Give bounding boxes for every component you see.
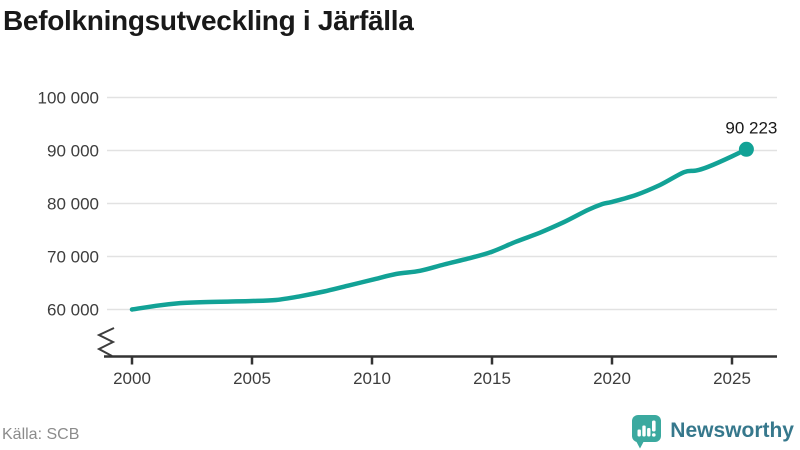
chart-title: Befolkningsutveckling i Järfälla — [3, 5, 414, 36]
y-axis-tick-label: 100 000 — [38, 89, 99, 108]
logo-exclamation-dot — [652, 433, 656, 437]
newsworthy-brand: Newsworthy — [630, 413, 794, 449]
brand-name: Newsworthy — [670, 419, 794, 442]
x-axis-tick-label: 2025 — [713, 369, 751, 388]
x-axis-tick-label: 2020 — [593, 369, 631, 388]
y-axis-tick-label: 60 000 — [47, 301, 99, 320]
logo-bar-1 — [637, 429, 642, 437]
logo-bubble-tail — [636, 441, 645, 449]
x-axis-tick-label: 2000 — [113, 369, 151, 388]
x-axis-tick-label: 2005 — [233, 369, 271, 388]
logo-bar-2 — [642, 425, 646, 437]
logo-bar-3 — [647, 428, 651, 437]
source-attribution: Källa: SCB — [2, 426, 80, 443]
y-axis-tick-label: 70 000 — [47, 248, 99, 267]
newsworthy-logo-icon — [632, 415, 662, 449]
x-axis-tick-label: 2010 — [353, 369, 391, 388]
x-axis-tick-label: 2015 — [473, 369, 511, 388]
latest-value-marker — [738, 141, 754, 157]
logo-bubble — [632, 415, 662, 442]
population-line-series — [129, 147, 749, 312]
y-axis-tick-label: 90 000 — [47, 142, 99, 161]
latest-value-label: 90 223 — [725, 118, 777, 137]
logo-exclamation-bar — [652, 420, 656, 432]
y-axis-tick-label: 80 000 — [47, 195, 99, 214]
y-axis-break-icon — [96, 327, 116, 357]
